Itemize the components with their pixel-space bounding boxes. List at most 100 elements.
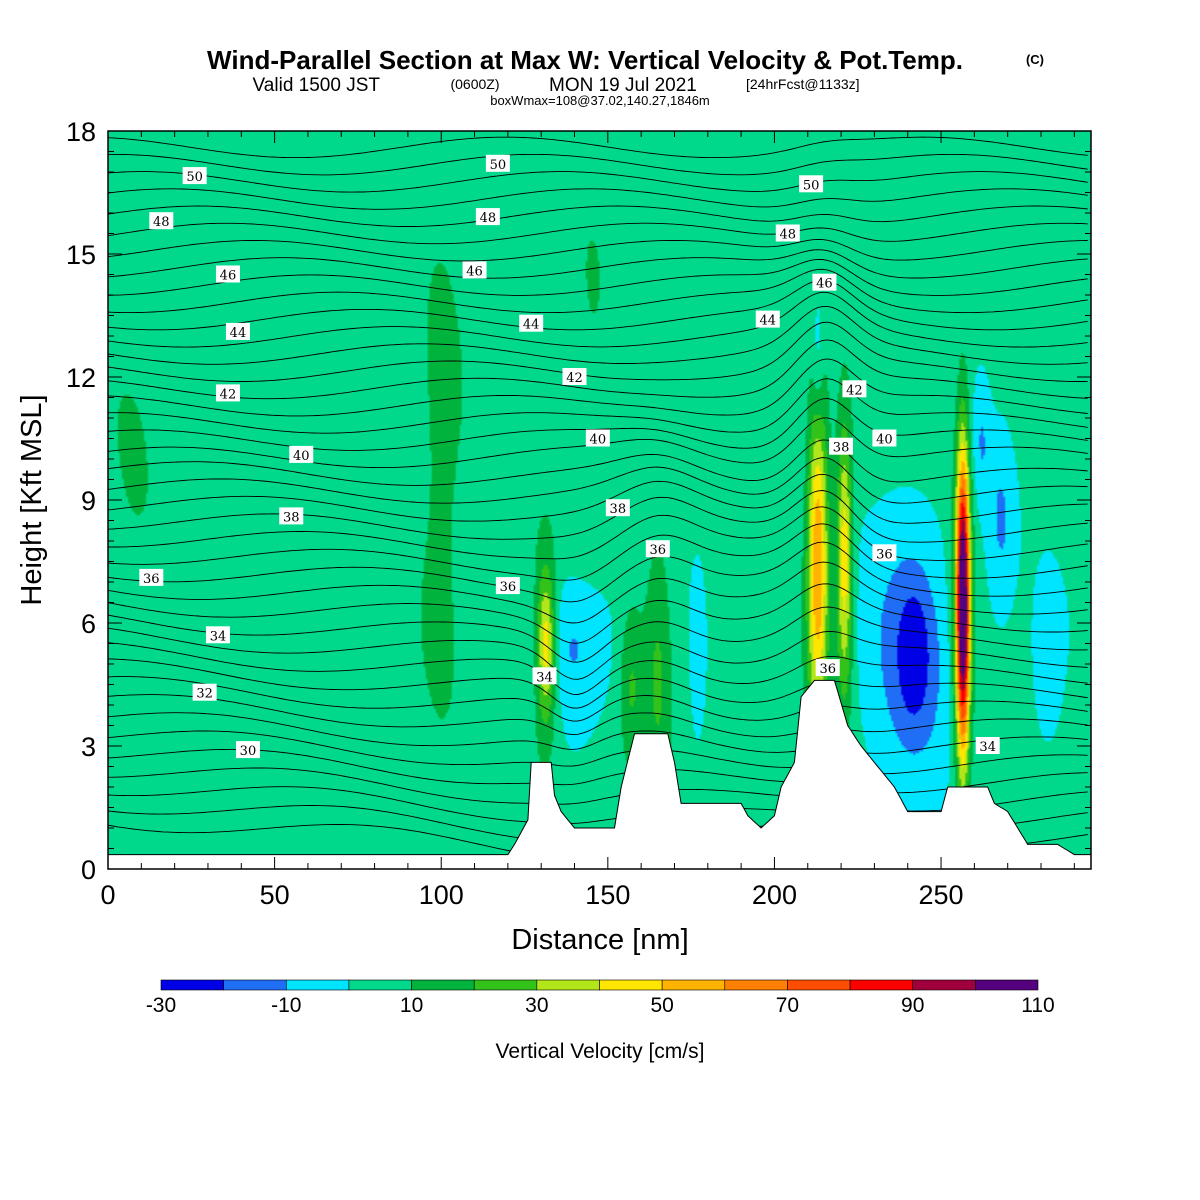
colorbar-swatch (975, 979, 1039, 991)
chart-title: Wind-Parallel Section at Max W: Vertical… (207, 45, 963, 75)
colorbar-tick-label: 110 (1021, 994, 1054, 1017)
contour-label-text: 36 (143, 572, 160, 587)
contour-label-text: 36 (876, 547, 893, 562)
isentrope-line (108, 523, 1088, 581)
terrain-profile (108, 679, 1091, 869)
y-tick-label: 18 (66, 117, 96, 147)
contour-label: 42 (215, 384, 240, 402)
isentrope-line (108, 439, 1088, 486)
contour-label-text: 44 (523, 318, 540, 333)
contour-label: 40 (872, 429, 897, 448)
contour-label: 44 (755, 310, 780, 329)
contour-label-text: 42 (846, 383, 863, 398)
isentrope-line (108, 712, 1088, 754)
colorbar-swatch (849, 979, 914, 991)
colorbar-swatch (724, 979, 788, 991)
y-tick-label: 6 (81, 609, 96, 639)
x-tick-label: 200 (752, 880, 797, 910)
x-axis-label: Distance [nm] (511, 924, 688, 956)
colorbar-tick-label: 50 (650, 994, 673, 1017)
colorbar-tick-label: 10 (400, 994, 423, 1017)
y-tick-label: 15 (66, 240, 96, 270)
contour-label: 36 (815, 659, 840, 677)
isentrope-line (108, 258, 1088, 296)
colorbar-swatch (411, 979, 475, 991)
contour-label: 34 (532, 667, 557, 685)
colorbar: -30 -10 10 30 50 70 90 110 (146, 979, 1055, 1017)
colorbar-swatch (285, 979, 350, 991)
isentrope-line (108, 694, 1088, 738)
colorbar-swatch (912, 979, 976, 991)
contour-label: 36 (872, 544, 897, 562)
colorbar-swatch (473, 979, 538, 991)
contour-label-text: 38 (283, 510, 300, 525)
y-tick-label: 0 (81, 855, 96, 885)
isentrope-line (108, 642, 1088, 695)
contour-label-text: 40 (876, 433, 893, 448)
contour-label: 40 (289, 445, 314, 464)
contour-label-text: 36 (819, 662, 836, 677)
isentrope-line (108, 171, 1088, 193)
isentrope-line (108, 561, 1088, 624)
contour-label: 36 (495, 577, 520, 595)
contour-label-text: 42 (220, 387, 237, 402)
colorbar-swatch (223, 979, 287, 991)
contour-label: 36 (139, 568, 164, 587)
isentrope-line (108, 279, 1088, 331)
isentrope-line (108, 268, 1088, 314)
contour-label: 48 (775, 224, 800, 243)
contour-label-text: 40 (293, 449, 310, 464)
contour-label: 46 (215, 265, 240, 284)
isentrope-line (108, 748, 1088, 794)
x-tick-label: 250 (919, 880, 964, 910)
contour-label-text: 34 (979, 740, 996, 755)
contour-label: 42 (562, 368, 587, 386)
copyright-mark: (C) (1026, 52, 1044, 67)
x-tick-label: 100 (419, 880, 464, 910)
contour-label: 48 (149, 212, 174, 230)
y-tick-label: 9 (81, 486, 96, 516)
contour-label: 38 (829, 437, 854, 456)
contour-label: 34 (205, 626, 230, 644)
contour-label: 38 (279, 507, 304, 525)
contour-label: 38 (605, 499, 630, 517)
forecast-info: [24hrFcst@1133z] (746, 76, 860, 92)
contour-label-text: 36 (650, 543, 667, 558)
colorbar-label: Vertical Velocity [cm/s] (496, 1040, 705, 1063)
contour-label: 50 (182, 167, 207, 185)
contour-label: 48 (475, 208, 500, 226)
contour-label: 44 (519, 314, 544, 333)
contour-label-text: 48 (779, 228, 796, 243)
y-tick-label: 12 (66, 363, 96, 393)
isentrope-line (108, 339, 1088, 400)
valid-time-utc: (0600Z) (450, 76, 499, 92)
x-tick-label: 50 (260, 880, 290, 910)
contour-label-text: 32 (196, 687, 213, 702)
isentrope-line (108, 658, 1088, 709)
contour-label-text: 34 (210, 629, 227, 644)
isentrope-line (108, 583, 1088, 644)
isentrope-line (108, 676, 1088, 722)
isentrope-line (108, 321, 1088, 382)
isentrope-line (108, 378, 1088, 434)
contour-label-text: 46 (816, 277, 833, 292)
isentrope-line (108, 473, 1088, 524)
box-wmax-info: boxWmax=108@37.02,140.27,1846m (490, 93, 710, 108)
contour-label: 42 (842, 380, 867, 398)
colorbar-swatch (160, 979, 224, 991)
isentrope-line (108, 222, 1088, 245)
isentrope-line (108, 506, 1088, 561)
contour-label-text: 44 (230, 326, 247, 341)
y-tick-label: 3 (81, 732, 96, 762)
contour-label-text: 36 (500, 580, 517, 595)
isentrope-line (108, 358, 1088, 417)
contour-label: 34 (975, 737, 1000, 755)
isentrope-line (108, 136, 1088, 159)
contour-label-text: 46 (220, 269, 237, 284)
contour-label-text: 50 (803, 178, 820, 193)
contour-label-text: 42 (566, 371, 583, 386)
contour-label: 50 (799, 175, 824, 193)
isentrope-line (108, 457, 1088, 504)
